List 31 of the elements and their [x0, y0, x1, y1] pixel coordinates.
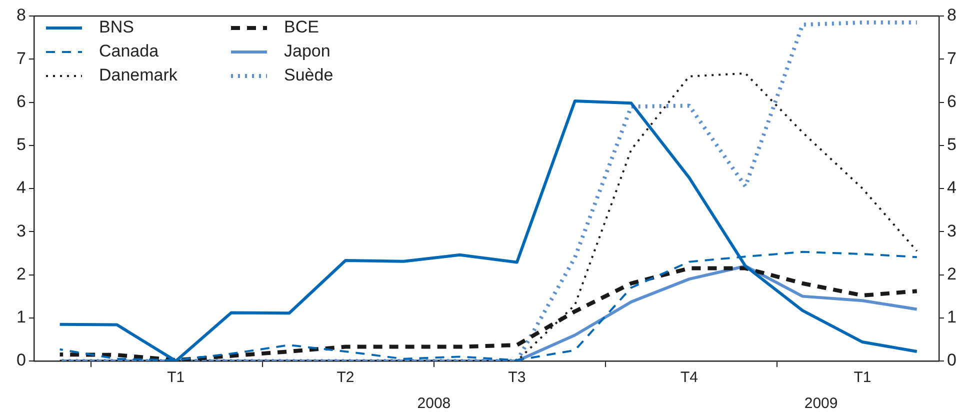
x-tick-label: T4: [680, 369, 698, 386]
y2-tick-label: 0: [947, 350, 956, 370]
x-tick-label: T1: [167, 369, 185, 386]
x2-tick-label: 2009: [804, 395, 838, 412]
y-tick-label: 8: [16, 6, 26, 25]
y2-tick-label: 8: [947, 6, 956, 25]
x-tick-label: T2: [336, 369, 354, 386]
y-tick-label: 3: [16, 221, 26, 240]
x2-tick-label: 2008: [417, 395, 451, 412]
y2-tick-label: 3: [947, 221, 956, 240]
legend-label: Japon: [284, 42, 330, 61]
y-tick-label: 1: [16, 308, 26, 327]
legend-label: Danemark: [99, 66, 178, 85]
x-tick-label: T1: [854, 369, 872, 386]
y2-tick-label: 1: [947, 308, 956, 327]
y-tick-label: 6: [16, 92, 26, 111]
x-tick-label: T3: [508, 369, 526, 386]
y2-tick-label: 2: [947, 264, 956, 284]
y-tick-label: 0: [16, 350, 26, 370]
y2-tick-label: 5: [947, 135, 956, 154]
legend-label: Canada: [99, 42, 160, 61]
legend-label: Suède: [284, 66, 334, 85]
y2-tick-label: 4: [947, 178, 956, 198]
y2-tick-label: 6: [947, 92, 956, 111]
legend-label: BCE: [284, 18, 319, 37]
legend-label: BNS: [99, 18, 134, 37]
y2-tick-label: 7: [947, 48, 956, 68]
y-tick-label: 2: [16, 264, 26, 284]
y-tick-label: 7: [16, 48, 26, 68]
y-tick-label: 4: [16, 178, 26, 198]
y-tick-label: 5: [16, 135, 26, 154]
